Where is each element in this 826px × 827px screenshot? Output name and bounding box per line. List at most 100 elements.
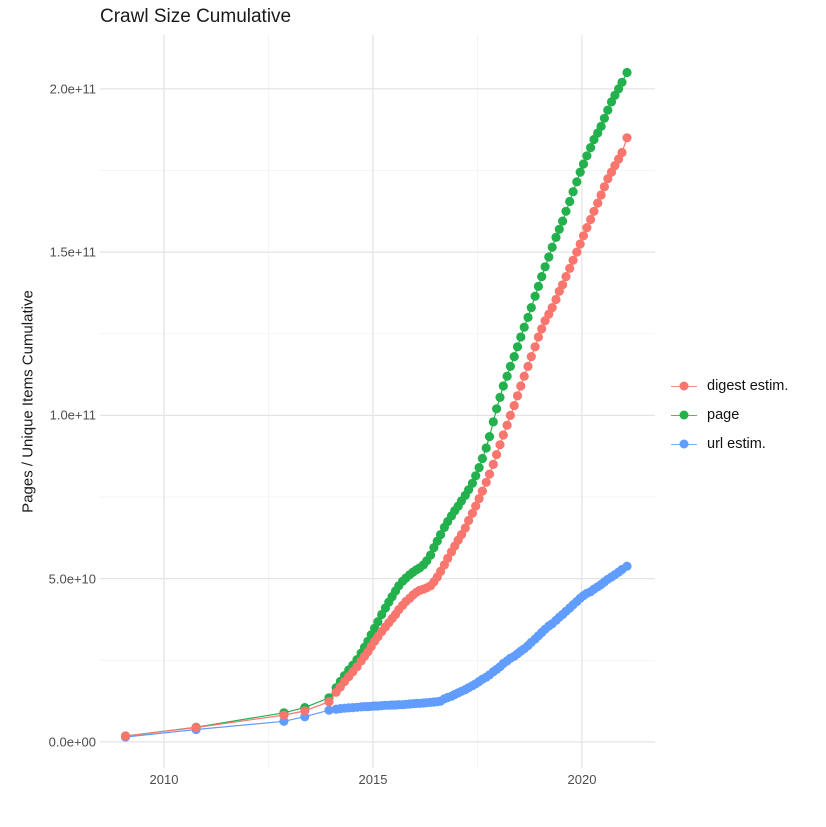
- data-point-page: [596, 121, 606, 131]
- data-point-page: [537, 272, 547, 282]
- legend-item-digest-estim: digest estim.: [671, 378, 788, 394]
- data-point-digest-estim-: [547, 303, 557, 313]
- chart-title: Crawl Size Cumulative: [100, 6, 292, 27]
- data-point-digest-estim-: [593, 198, 603, 208]
- y-tick-label-3: 1.5e+11: [49, 244, 96, 260]
- data-point-digest-estim-: [484, 469, 495, 479]
- data-point-digest-estim-: [498, 430, 508, 440]
- data-point-page: [582, 151, 592, 161]
- data-point-page: [502, 371, 512, 381]
- data-point-digest-estim-: [481, 477, 491, 487]
- data-point-digest-estim-: [530, 342, 540, 352]
- legend: digest estim. page url estim.: [671, 378, 788, 452]
- data-point-digest-estim-: [537, 324, 547, 334]
- data-point-page: [498, 381, 508, 391]
- data-point-page: [561, 206, 571, 216]
- data-point-digest-estim-: [191, 722, 201, 733]
- series-line-url-estim-: [125, 565, 628, 738]
- data-point-page: [530, 291, 540, 301]
- data-point-digest-estim-: [492, 450, 502, 460]
- x-tick-label-0: 2010: [149, 772, 179, 787]
- data-point-page: [544, 252, 554, 262]
- data-point-page: [516, 332, 526, 342]
- y-tick-label-4: 2.0e+11: [49, 81, 96, 97]
- data-point-digest-estim-: [512, 391, 523, 401]
- data-point-digest-estim-: [516, 381, 526, 391]
- data-point-digest-estim-: [324, 697, 334, 707]
- data-point-page: [471, 471, 481, 481]
- data-point-digest-estim-: [300, 706, 310, 716]
- data-point-digest-estim-: [582, 223, 592, 233]
- data-point-page: [436, 530, 446, 540]
- data-point-page: [568, 187, 578, 197]
- data-point-digest-estim-: [505, 410, 515, 420]
- data-point-page: [509, 352, 519, 362]
- data-point-page: [565, 196, 575, 207]
- data-point-digest-estim-: [120, 731, 131, 741]
- x-tick-label-2: 2020: [567, 772, 597, 787]
- data-point-digest-estim-: [533, 332, 544, 342]
- x-tick-label-1: 2015: [358, 772, 388, 787]
- data-point-digest-estim-: [572, 247, 582, 257]
- data-point-digest-estim-: [464, 515, 474, 526]
- data-point-page: [519, 322, 529, 332]
- data-point-digest-estim-: [578, 231, 589, 241]
- data-point-page: [572, 177, 582, 187]
- legend-key-dot: [679, 439, 689, 449]
- data-point-page: [488, 417, 498, 427]
- legend-label: digest estim.: [707, 378, 789, 394]
- data-point-digest-estim-: [599, 182, 610, 192]
- data-point-page: [523, 312, 533, 322]
- data-point-digest-estim-: [460, 523, 470, 533]
- data-point-page: [484, 432, 495, 442]
- data-point-page: [599, 113, 610, 123]
- data-point-page: [558, 216, 568, 226]
- data-point-digest-estim-: [586, 214, 596, 225]
- data-point-page: [467, 478, 477, 488]
- data-point-page: [426, 550, 436, 560]
- data-point-page: [505, 361, 515, 371]
- data-point-page: [622, 67, 632, 78]
- data-point-page: [575, 167, 585, 177]
- data-point-url-estim-: [622, 561, 632, 571]
- data-point-digest-estim-: [617, 147, 627, 158]
- legend-label: page: [707, 407, 740, 423]
- data-point-page: [533, 281, 544, 291]
- data-point-page: [512, 342, 523, 352]
- data-point-digest-estim-: [519, 371, 529, 381]
- data-point-digest-estim-: [568, 255, 578, 265]
- data-point-digest-estim-: [558, 280, 568, 290]
- data-point-page: [477, 453, 487, 464]
- legend-key-icon: [671, 381, 697, 392]
- data-point-digest-estim-: [477, 486, 487, 496]
- data-point-page: [617, 77, 627, 87]
- y-axis-title: Pages / Unique Items Cumulative: [19, 290, 37, 513]
- legend-item-url-estim: url estim.: [671, 436, 788, 452]
- data-point-digest-estim-: [279, 710, 289, 720]
- data-point-digest-estim-: [495, 440, 505, 450]
- data-point-page: [540, 262, 550, 272]
- data-point-digest-estim-: [551, 294, 561, 305]
- data-point-page: [481, 443, 491, 453]
- data-point-page: [495, 392, 505, 402]
- data-point-page: [554, 224, 564, 234]
- data-point-page: [526, 303, 536, 313]
- data-point-digest-estim-: [471, 501, 481, 511]
- series-line-digest-estim-: [125, 137, 628, 737]
- data-point-page: [547, 242, 557, 252]
- data-point-digest-estim-: [474, 494, 484, 504]
- data-point-digest-estim-: [575, 239, 585, 249]
- data-point-digest-estim-: [622, 133, 632, 143]
- legend-key-icon: [671, 439, 697, 450]
- data-point-digest-estim-: [565, 263, 575, 273]
- data-point-digest-estim-: [561, 272, 571, 282]
- data-point-url-estim-: [324, 705, 334, 715]
- data-point-digest-estim-: [526, 352, 536, 362]
- data-point-page: [586, 143, 596, 153]
- y-tick-label-1: 5.0e+10: [48, 571, 96, 587]
- legend-key-icon: [671, 410, 697, 421]
- legend-label: url estim.: [707, 436, 766, 452]
- data-point-page: [492, 404, 502, 414]
- legend-key-dot: [679, 410, 689, 420]
